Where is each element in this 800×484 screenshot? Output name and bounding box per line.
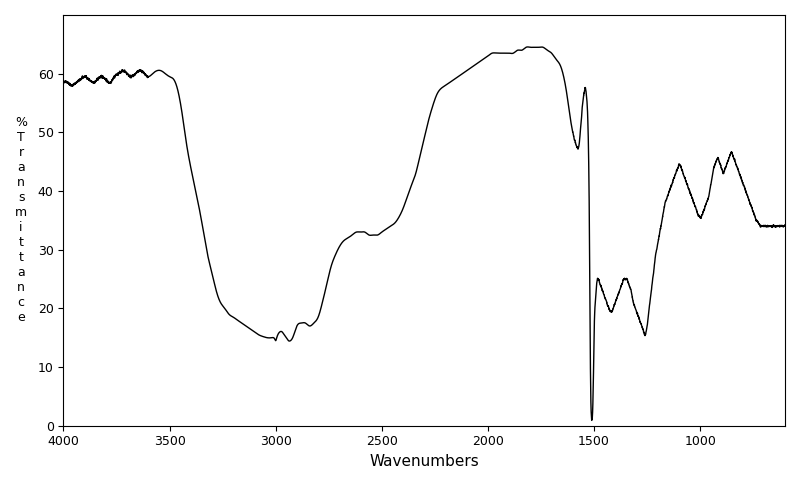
Y-axis label: %
T
r
a
n
s
m
i
t
t
a
n
c
e: % T r a n s m i t t a n c e <box>15 116 27 324</box>
X-axis label: Wavenumbers: Wavenumbers <box>370 454 479 469</box>
